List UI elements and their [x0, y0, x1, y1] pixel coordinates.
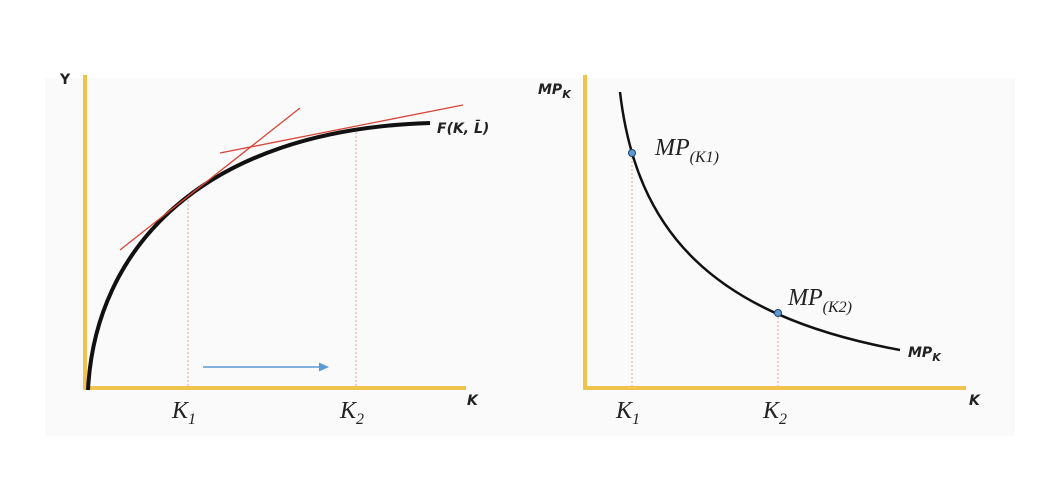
point: [774, 309, 782, 317]
x-axis-label: K: [969, 393, 981, 409]
tick-label: K1: [615, 398, 640, 428]
curve-label: MPK: [908, 345, 942, 364]
curve-label: F(K, L̄): [437, 118, 489, 137]
tick-sub: 1: [632, 411, 640, 428]
point: [628, 149, 636, 157]
x-axis-label: K: [467, 393, 479, 409]
label-main: MP: [787, 285, 823, 311]
tick-main: K: [171, 398, 190, 424]
label-main: MP: [908, 345, 933, 361]
label-sub: K: [562, 88, 572, 101]
tick-main: K: [339, 398, 358, 424]
right-panel: MPK K MPK MP(K1) MP(K2) K1 K2: [538, 75, 981, 428]
point-label: MP(K1): [654, 135, 719, 166]
tangent-line: [219, 104, 464, 154]
tangent-line: [119, 107, 301, 251]
tick-label: K2: [339, 398, 364, 428]
label-sub: (K1): [690, 149, 719, 166]
tick-sub: 2: [356, 411, 364, 428]
point-label: MP(K2): [787, 285, 852, 316]
tick-main: K: [762, 398, 781, 424]
y-axis-label: MPK: [538, 82, 572, 101]
label-sub: K: [932, 351, 942, 364]
background: [45, 78, 1015, 436]
tick-label: K1: [171, 398, 196, 428]
tick-sub: 2: [779, 411, 787, 428]
arrow-head: [319, 362, 329, 372]
tick-main: K: [615, 398, 634, 424]
label-main: MP: [654, 135, 690, 161]
y-axis-label: Y: [59, 72, 71, 88]
label-main: MP: [538, 82, 563, 98]
tick-label: K2: [762, 398, 787, 428]
left-panel: Y K F(K, L̄) K1 K2: [59, 72, 489, 428]
label-sub: (K2): [823, 299, 852, 316]
mpk-curve: [618, 91, 901, 352]
tick-sub: 1: [188, 411, 196, 428]
